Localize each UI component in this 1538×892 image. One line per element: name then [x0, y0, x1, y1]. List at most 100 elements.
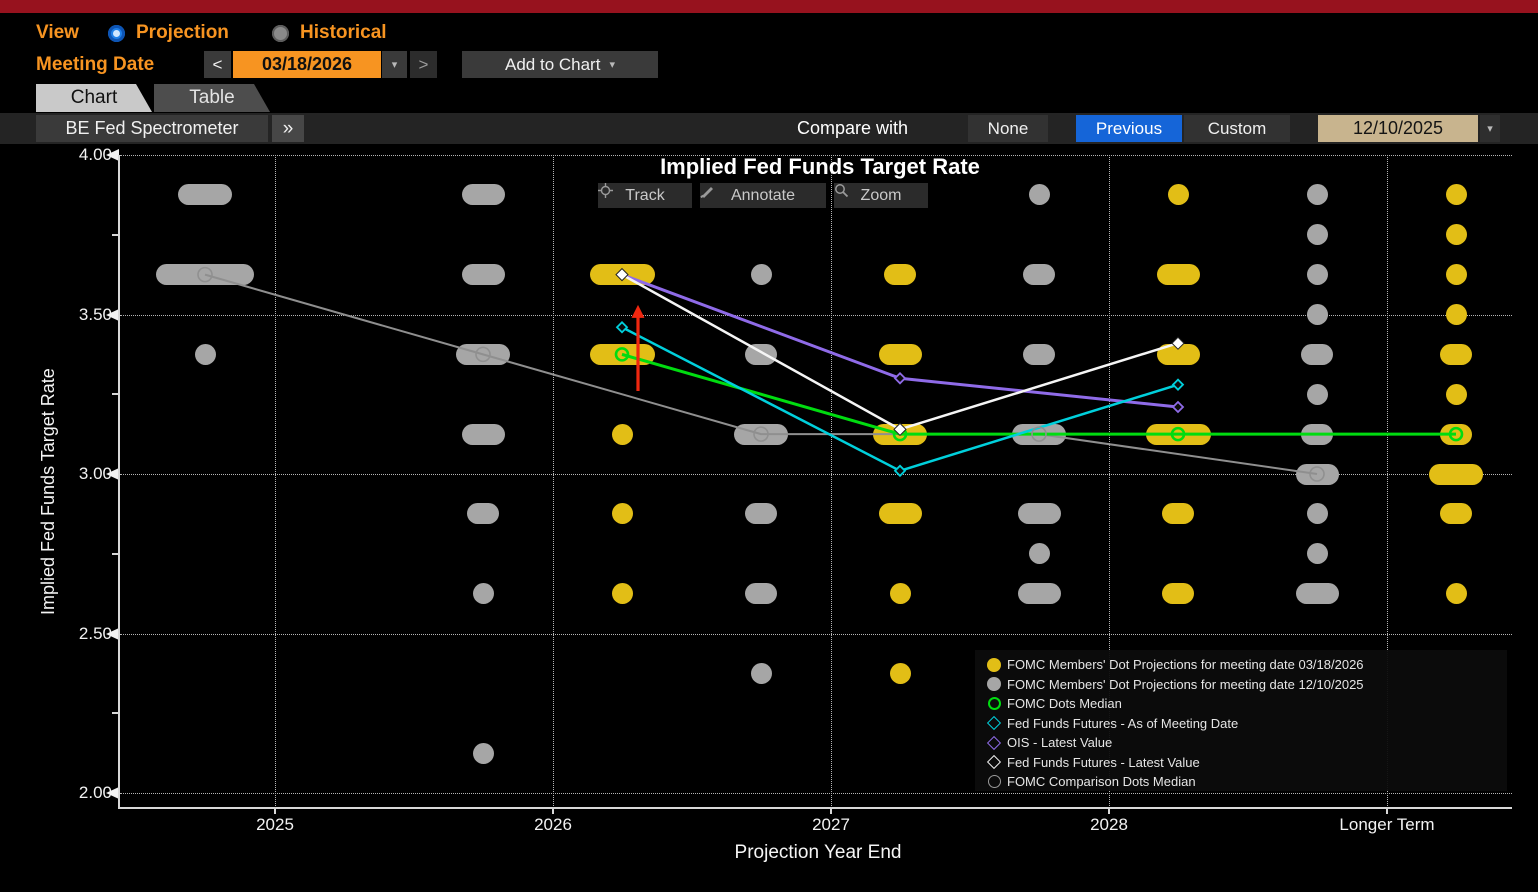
y-axis-minor-tick [112, 552, 120, 555]
compare-custom-button[interactable]: Custom [1184, 115, 1290, 142]
diamond-purple-icon [981, 735, 1007, 750]
fomc-dot-cluster-current [611, 583, 633, 605]
x-axis-tick [552, 808, 554, 814]
be-fed-spectrometer-button[interactable]: BE Fed Spectrometer [36, 115, 268, 142]
compare-date-field[interactable]: 12/10/2025 [1318, 115, 1478, 142]
historical-radio[interactable] [272, 25, 289, 42]
fomc-dot-cluster-current [611, 423, 633, 445]
compare-previous-button[interactable]: Previous [1076, 115, 1182, 142]
fomc-dot-cluster-previous [472, 742, 494, 764]
legend-item[interactable]: Fed Funds Futures - As of Meeting Date [981, 713, 1238, 734]
fomc-dot-cluster-previous [750, 264, 772, 286]
zoom-button-label: Zoom [860, 186, 902, 204]
fomc-dot-cluster-previous [1028, 184, 1050, 206]
projection-radio-label[interactable]: Projection [136, 22, 229, 43]
fomc-dot-cluster-current [1156, 343, 1200, 365]
diamond-marker [615, 320, 629, 334]
track-crosshair-icon [598, 183, 613, 198]
add-to-chart-label: Add to Chart [505, 54, 601, 74]
vertical-gridline [831, 155, 832, 808]
y-axis-tick-label: 2.00 [78, 783, 112, 802]
fomc-dot-cluster-previous [1306, 543, 1328, 565]
fomc-dot-cluster-previous [1012, 423, 1066, 445]
vertical-gridline [1109, 155, 1110, 808]
y-axis-line [118, 155, 120, 808]
fomc-dot-cluster-current [589, 343, 655, 365]
meeting-date-dropdown-caret-icon[interactable]: ▾ [382, 51, 407, 78]
fomc-dot-cluster-previous [1301, 343, 1333, 365]
x-axis-tick-label: 2026 [534, 815, 572, 834]
fomc-dot-cluster-previous [1017, 503, 1061, 525]
historical-radio-label[interactable]: Historical [300, 22, 387, 43]
zoom-button[interactable]: Zoom [834, 183, 928, 208]
annotate-pencil-icon [700, 187, 713, 198]
tab-table[interactable]: Table [154, 84, 270, 112]
y-axis-tick-arrow-icon [106, 787, 119, 799]
fomc-dot-cluster-current [1440, 423, 1472, 445]
y-axis-tick-label: 2.50 [78, 623, 112, 643]
fomc-dot-cluster-previous [745, 503, 777, 525]
fomc-dot-cluster-previous [461, 184, 505, 206]
add-to-chart-button[interactable]: Add to Chart ▾ [462, 51, 658, 78]
diamond-cyan-icon [981, 715, 1007, 731]
x-axis-tick [830, 808, 832, 814]
track-button[interactable]: Track [598, 183, 692, 208]
diamond-marker [1171, 378, 1185, 391]
meeting-date-prev-button[interactable]: < [204, 51, 231, 78]
fomc-dot-cluster-previous [456, 343, 510, 365]
tab-chart[interactable]: Chart [36, 84, 152, 112]
legend-item[interactable]: Fed Funds Futures - Latest Value [981, 752, 1200, 773]
y-axis-tick-label: 3.00 [78, 464, 112, 483]
fomc-dot-cluster-current [1445, 264, 1467, 286]
meeting-date-label: Meeting Date [36, 54, 155, 75]
y-axis-minor-tick [112, 712, 120, 715]
y-axis-tick-arrow-icon [106, 627, 119, 640]
diamond-marker [1171, 400, 1185, 414]
y-axis-title: Implied Fed Funds Target Rate [38, 368, 58, 615]
compare-none-button[interactable]: None [968, 115, 1048, 142]
ring-gray-icon [981, 775, 1007, 788]
fomc-dot-cluster-previous [467, 503, 499, 525]
fomc-dot-cluster-previous [745, 343, 777, 365]
x-axis-tick-label: 2027 [812, 815, 850, 834]
fomc-dot-cluster-previous [1023, 343, 1055, 365]
x-axis-line [118, 807, 1512, 809]
legend-item-label: FOMC Comparison Dots Median [1007, 774, 1196, 789]
fomc-dot-cluster-previous [1023, 264, 1055, 286]
y-axis-tick-arrow-icon [106, 308, 119, 321]
fomc-dot-cluster-previous [1306, 503, 1328, 525]
legend-item[interactable]: FOMC Members' Dot Projections for meetin… [981, 654, 1364, 675]
projection-radio[interactable] [108, 25, 125, 42]
legend-item[interactable]: OIS - Latest Value [981, 732, 1112, 753]
ring-green-icon [981, 697, 1007, 710]
horizontal-gridline [120, 633, 1512, 635]
fomc-dot-cluster-current [1445, 383, 1467, 405]
meeting-date-field[interactable]: 03/18/2026 [233, 51, 381, 78]
fomc-dot-cluster-current [1429, 463, 1483, 485]
legend-item-label: FOMC Members' Dot Projections for meetin… [1007, 657, 1364, 672]
x-axis-tick [274, 808, 276, 814]
legend-item-label: FOMC Dots Median [1007, 696, 1122, 711]
compare-date-caret-icon[interactable]: ▾ [1480, 115, 1500, 142]
horizontal-gridline [120, 314, 1512, 316]
fomc-dot-cluster-current [1445, 224, 1467, 246]
fomc-dot-cluster-current [1156, 264, 1200, 286]
expand-chevrons-button[interactable]: » [272, 115, 304, 142]
legend-item-label: Fed Funds Futures - Latest Value [1007, 754, 1200, 770]
legend-item[interactable]: FOMC Comparison Dots Median [981, 771, 1196, 792]
legend-item-label: OIS - Latest Value [1007, 735, 1113, 750]
x-axis-tick [1108, 808, 1110, 814]
x-axis-tick-label: 2028 [1090, 815, 1128, 834]
legend-item[interactable]: FOMC Members' Dot Projections for meetin… [981, 674, 1364, 695]
meeting-date-next-button[interactable]: > [410, 51, 437, 78]
fomc-dot-cluster-previous [472, 583, 494, 605]
y-axis-minor-tick [112, 233, 120, 236]
fomc-dot-cluster-previous [734, 423, 788, 445]
x-axis-title: Projection Year End [734, 842, 902, 863]
legend-item[interactable]: FOMC Dots Median [981, 693, 1122, 714]
diamond-marker [893, 372, 907, 385]
fomc-dot-cluster-current [1440, 503, 1472, 525]
fomc-dot-cluster-current [1445, 304, 1467, 325]
annotate-button[interactable]: Annotate [700, 183, 826, 208]
